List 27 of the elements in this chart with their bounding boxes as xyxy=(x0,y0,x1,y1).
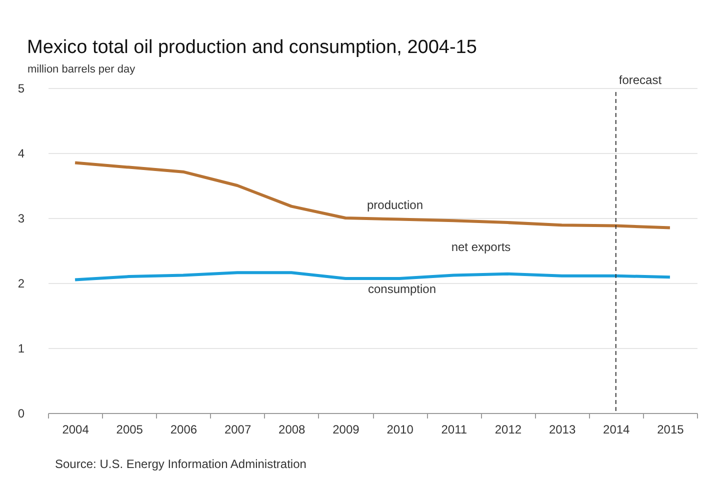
y-tick-label: 0 xyxy=(18,406,25,420)
y-tick-label: 3 xyxy=(18,212,25,226)
chart-title: Mexico total oil production and consumption, 2004-15 xyxy=(27,37,477,58)
series-label: consumption xyxy=(368,282,436,296)
x-tick-label: 2011 xyxy=(441,422,468,436)
ref-line-label: forecast xyxy=(618,73,662,87)
x-tick-label: 2013 xyxy=(548,422,576,436)
x-tick-label: 2006 xyxy=(170,422,198,436)
line-series xyxy=(74,161,672,230)
y-tick-label: 5 xyxy=(18,82,25,96)
annotation: net exports xyxy=(451,240,511,254)
x-tick-label: 2005 xyxy=(116,422,144,436)
y-tick-label: 2 xyxy=(18,276,25,290)
x-tick-label: 2004 xyxy=(62,422,90,436)
x-tick-label: 2007 xyxy=(224,422,252,436)
line-series xyxy=(74,271,672,282)
x-tick-label: 2010 xyxy=(386,422,414,436)
x-tick-label: 2014 xyxy=(603,422,630,436)
series-label: production xyxy=(366,198,424,212)
x-tick-label: 2012 xyxy=(494,422,522,436)
source-note: Source: U.S. Energy Information Administration xyxy=(55,457,306,471)
x-tick-label: 2009 xyxy=(332,422,360,436)
x-tick-label: 2015 xyxy=(657,422,684,436)
y-tick-label: 1 xyxy=(18,342,25,356)
x-tick-label: 2008 xyxy=(278,422,306,436)
y-tick-label: 4 xyxy=(18,146,25,160)
y-axis-title: million barrels per day xyxy=(28,64,136,76)
